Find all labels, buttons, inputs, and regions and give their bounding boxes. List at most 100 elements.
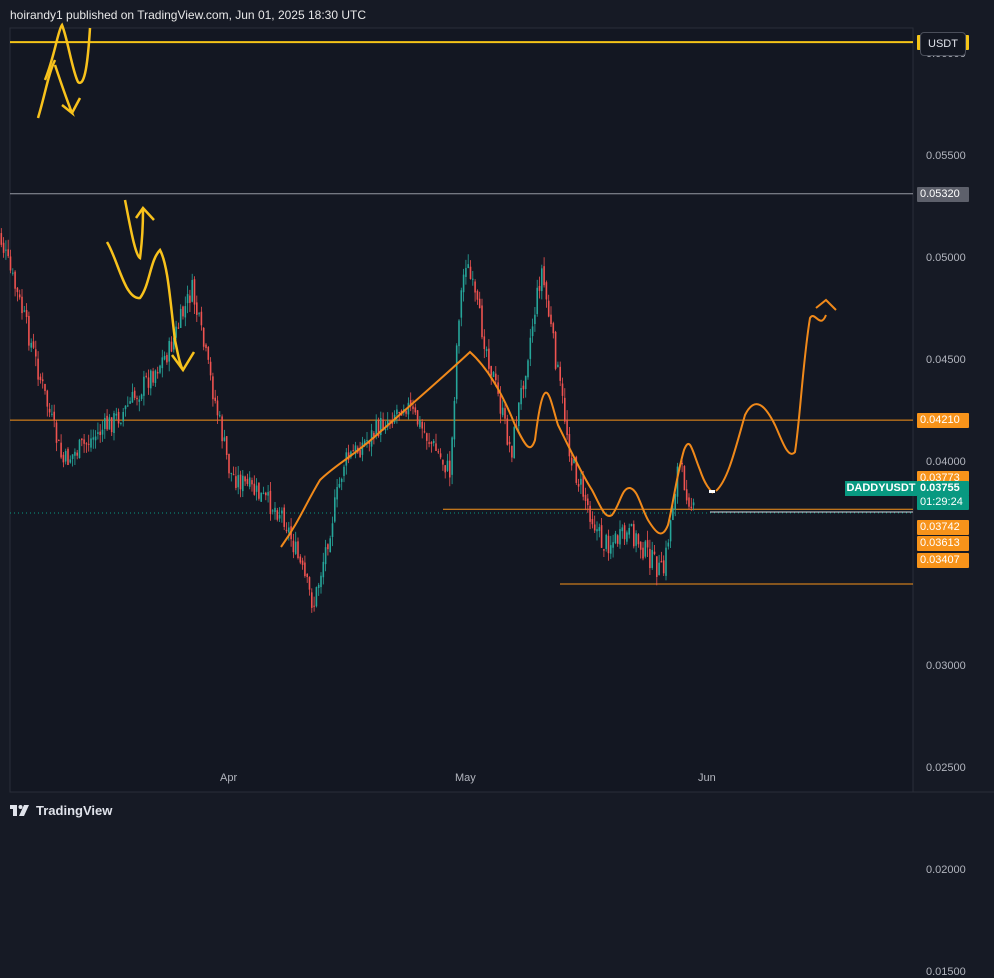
candle-body [347,452,350,460]
candle-body [635,533,637,546]
candle-body [545,282,548,300]
candle-body [483,336,486,350]
candle-body [580,478,582,485]
candle-body [541,268,543,292]
candle-body [665,547,667,576]
candle-body [251,480,253,485]
candle-body [610,545,612,554]
candle-body [74,451,76,456]
candle-body [159,365,161,373]
candle-body [582,475,584,497]
candle-body [205,344,207,349]
candle-body [419,420,421,428]
candle-body [439,453,442,458]
candle-body [232,474,235,476]
countdown-label: 01:29:24 [917,495,969,510]
candle-body [225,436,228,456]
candle-body [131,391,134,403]
candle-body [136,397,138,400]
candle-body [499,395,502,414]
candle-body [274,507,276,512]
candle-body [67,448,69,466]
candle-body [196,302,198,315]
candle-body [423,431,426,433]
candle-body [64,450,67,462]
candle-body [12,272,14,274]
candle-body [219,415,221,417]
candle-body [547,300,550,317]
candle-body [122,412,124,422]
candle-body [651,550,653,568]
candle-body [584,494,587,501]
candle-body [28,315,30,346]
candle-body [683,466,686,491]
candle-body [534,314,536,325]
y-tick-label: 0.02000 [926,864,966,876]
candle-body [536,287,538,315]
plot-area[interactable] [9,27,914,793]
candle-body [340,478,343,482]
candle-body [97,432,99,434]
candle-body [230,472,233,474]
candle-body [469,266,472,279]
candle-body [589,505,591,522]
candle-body [9,256,12,271]
candle-body [14,271,16,289]
horizontal-levels [10,41,913,585]
candle-body [292,540,295,553]
candle-body [474,281,476,293]
candle-body [384,429,387,431]
price-label-orange-3: 0.03742 [917,520,969,535]
candle-body [327,544,329,550]
candle-body [656,556,658,577]
candle-body [0,233,3,245]
candle-body [598,527,601,531]
candle-body [239,474,242,490]
candle-body [407,402,410,415]
candle-body [21,296,23,314]
candle-body [619,529,621,545]
candle-body [147,377,150,388]
candle-body [375,420,377,436]
candle-body [405,410,407,414]
drawings [36,22,837,548]
candle-body [278,515,281,519]
candle-body [637,534,640,545]
candle-body [628,527,630,535]
price-chart[interactable] [0,0,994,828]
candle-body [186,294,189,304]
tradingview-icon [10,805,29,816]
y-tick-label: 0.05500 [926,150,966,162]
currency-button[interactable]: USDT [920,32,966,56]
candle-body [577,483,580,487]
yellow-arrow-top [36,59,82,119]
tradingview-logo[interactable]: TradingView [10,800,112,820]
candle-body [662,560,665,574]
candle-body [416,410,419,425]
candle-body [520,388,522,405]
candle-body [426,433,428,441]
candle-body [168,340,170,362]
candle-body [660,561,663,563]
candle-body [603,549,605,551]
candle-body [191,279,193,302]
candle-body [672,508,674,520]
candle-body [667,542,670,547]
candle-body [366,440,368,442]
y-tick-label: 0.04500 [926,354,966,366]
candle-body [209,361,212,376]
candle-body [71,454,74,459]
candle-body [242,475,244,492]
candle-body [7,249,9,257]
candle-body [437,451,440,453]
candle-body [472,278,474,280]
candle-body [53,411,55,421]
candle-body [518,402,520,427]
candle-body [154,370,157,383]
candle-body [633,524,635,547]
candle-body [44,383,46,391]
candle-body [453,400,456,440]
candle-body [173,337,175,350]
candle-body [41,379,44,382]
candle-body [221,416,223,442]
